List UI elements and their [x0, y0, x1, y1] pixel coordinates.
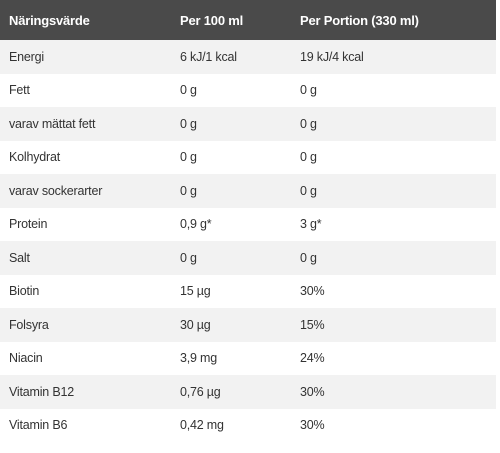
header-per-100ml: Per 100 ml — [180, 12, 244, 28]
value-per-portion: 24% — [300, 351, 325, 366]
nutrient-name: Energi — [9, 49, 44, 64]
value-per-100ml: 0,42 mg — [180, 418, 224, 433]
value-per-portion: 15% — [300, 317, 325, 332]
nutrient-name: Vitamin B6 — [9, 418, 68, 433]
table-body: Energi 6 kJ/1 kcal 19 kJ/4 kcal Fett 0 g… — [0, 40, 496, 442]
nutrition-table-container: Näringsvärde Per 100 ml Per Portion (330… — [0, 0, 496, 442]
value-per-100ml: 0 g — [180, 116, 197, 131]
table-row: Folsyra 30 µg 15% — [0, 308, 496, 342]
value-per-100ml: 0 g — [180, 150, 197, 165]
header-row: Näringsvärde Per 100 ml Per Portion (330… — [0, 0, 496, 40]
value-per-100ml: 0 g — [180, 250, 197, 265]
value-per-100ml: 3,9 mg — [180, 351, 218, 366]
table-row: varav mättat fett 0 g 0 g — [0, 107, 496, 141]
value-per-100ml: 0 g — [180, 183, 197, 198]
table-row: Biotin 15 µg 30% — [0, 274, 496, 308]
nutrient-name: varav mättat fett — [9, 116, 96, 131]
value-per-portion: 0 g — [300, 183, 317, 198]
value-per-portion: 30% — [300, 418, 325, 433]
table-row: Protein 0,9 g* 3 g* — [0, 207, 496, 241]
nutrient-name: varav sockerarter — [9, 183, 103, 198]
nutrient-name: Folsyra — [9, 317, 49, 332]
nutrient-name: Protein — [9, 217, 48, 232]
nutrient-name: Salt — [9, 250, 30, 265]
nutrition-table: Näringsvärde Per 100 ml Per Portion (330… — [0, 0, 496, 442]
value-per-100ml: 30 µg — [180, 317, 211, 332]
nutrient-name: Biotin — [9, 284, 40, 299]
table-row: Niacin 3,9 mg 24% — [0, 341, 496, 375]
value-per-portion: 3 g* — [300, 217, 322, 232]
header-nutrient: Näringsvärde — [9, 12, 90, 28]
value-per-100ml: 0,76 µg — [180, 384, 221, 399]
nutrient-name: Vitamin B12 — [9, 384, 74, 399]
table-row: Kolhydrat 0 g 0 g — [0, 140, 496, 174]
nutrient-name: Fett — [9, 83, 30, 98]
table-row: Vitamin B12 0,76 µg 30% — [0, 375, 496, 409]
table-row: Vitamin B6 0,42 mg 30% — [0, 408, 496, 442]
table-row: Salt 0 g 0 g — [0, 241, 496, 275]
value-per-portion: 0 g — [300, 116, 317, 131]
table-header: Näringsvärde Per 100 ml Per Portion (330… — [0, 0, 496, 40]
table-row: Energi 6 kJ/1 kcal 19 kJ/4 kcal — [0, 40, 496, 74]
value-per-100ml: 15 µg — [180, 284, 211, 299]
value-per-portion: 30% — [300, 284, 325, 299]
nutrient-name: Niacin — [9, 351, 43, 366]
value-per-100ml: 0,9 g* — [180, 217, 212, 232]
value-per-portion: 0 g — [300, 83, 317, 98]
value-per-portion: 0 g — [300, 150, 317, 165]
value-per-portion: 0 g — [300, 250, 317, 265]
table-row: Fett 0 g 0 g — [0, 73, 496, 107]
table-row: varav sockerarter 0 g 0 g — [0, 174, 496, 208]
value-per-portion: 30% — [300, 384, 325, 399]
header-per-portion: Per Portion (330 ml) — [300, 12, 419, 28]
nutrient-name: Kolhydrat — [9, 150, 61, 165]
value-per-100ml: 6 kJ/1 kcal — [180, 49, 237, 64]
value-per-100ml: 0 g — [180, 83, 197, 98]
value-per-portion: 19 kJ/4 kcal — [300, 49, 364, 64]
